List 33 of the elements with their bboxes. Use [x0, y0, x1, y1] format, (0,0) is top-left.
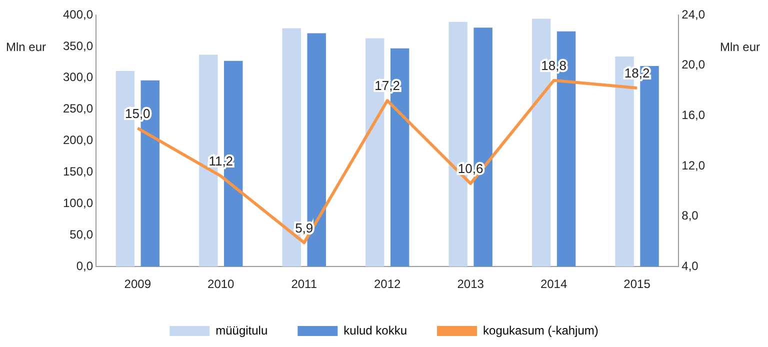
x-tick-label: 2010: [208, 277, 235, 292]
y2-tick-label: 24,0: [682, 7, 706, 22]
y-tick-label: 400,0: [63, 7, 94, 22]
data-label: 17,2: [374, 78, 400, 94]
data-label: 5,9: [295, 220, 314, 236]
x-tick-label: 2015: [624, 277, 651, 292]
y2-tick-label: 8,0: [682, 208, 699, 223]
legend-label: kulud kokku: [344, 323, 408, 338]
y-tick-label: 150,0: [63, 164, 94, 179]
data-label: 18,2: [624, 66, 650, 81]
y-tick-label: 50,0: [70, 227, 94, 242]
y-tick-label: 200,0: [63, 133, 94, 148]
y-axis-title: Mln eur: [6, 40, 46, 54]
y-tick-label: 250,0: [63, 102, 94, 116]
x-tick-label: 2012: [374, 277, 402, 292]
y2-tick-label: 16,0: [682, 108, 706, 122]
x-tick-label: 2011: [291, 277, 318, 292]
data-label: 15,0: [124, 106, 150, 121]
y2-tick-label: 4,0: [682, 258, 699, 273]
y2-tick-label: 20,0: [682, 58, 706, 72]
y-tick-label: 0,0: [76, 258, 94, 273]
legend-label: kogukasum (-kahjum): [483, 323, 598, 338]
x-tick-label: 2013: [457, 277, 484, 292]
data-label: 18,8: [541, 58, 566, 73]
x-tick-label: 2009: [124, 277, 152, 292]
legend-label: müügitulu: [216, 323, 268, 338]
y-tick-label: 100,0: [63, 196, 94, 210]
y2-axis-title: Mln eur: [720, 40, 760, 54]
x-tick-label: 2014: [540, 277, 568, 292]
y-tick-label: 300,0: [63, 70, 94, 84]
y-tick-label: 350,0: [63, 38, 94, 53]
data-label: 11,2: [208, 154, 234, 169]
y2-tick-label: 12,0: [682, 158, 706, 172]
